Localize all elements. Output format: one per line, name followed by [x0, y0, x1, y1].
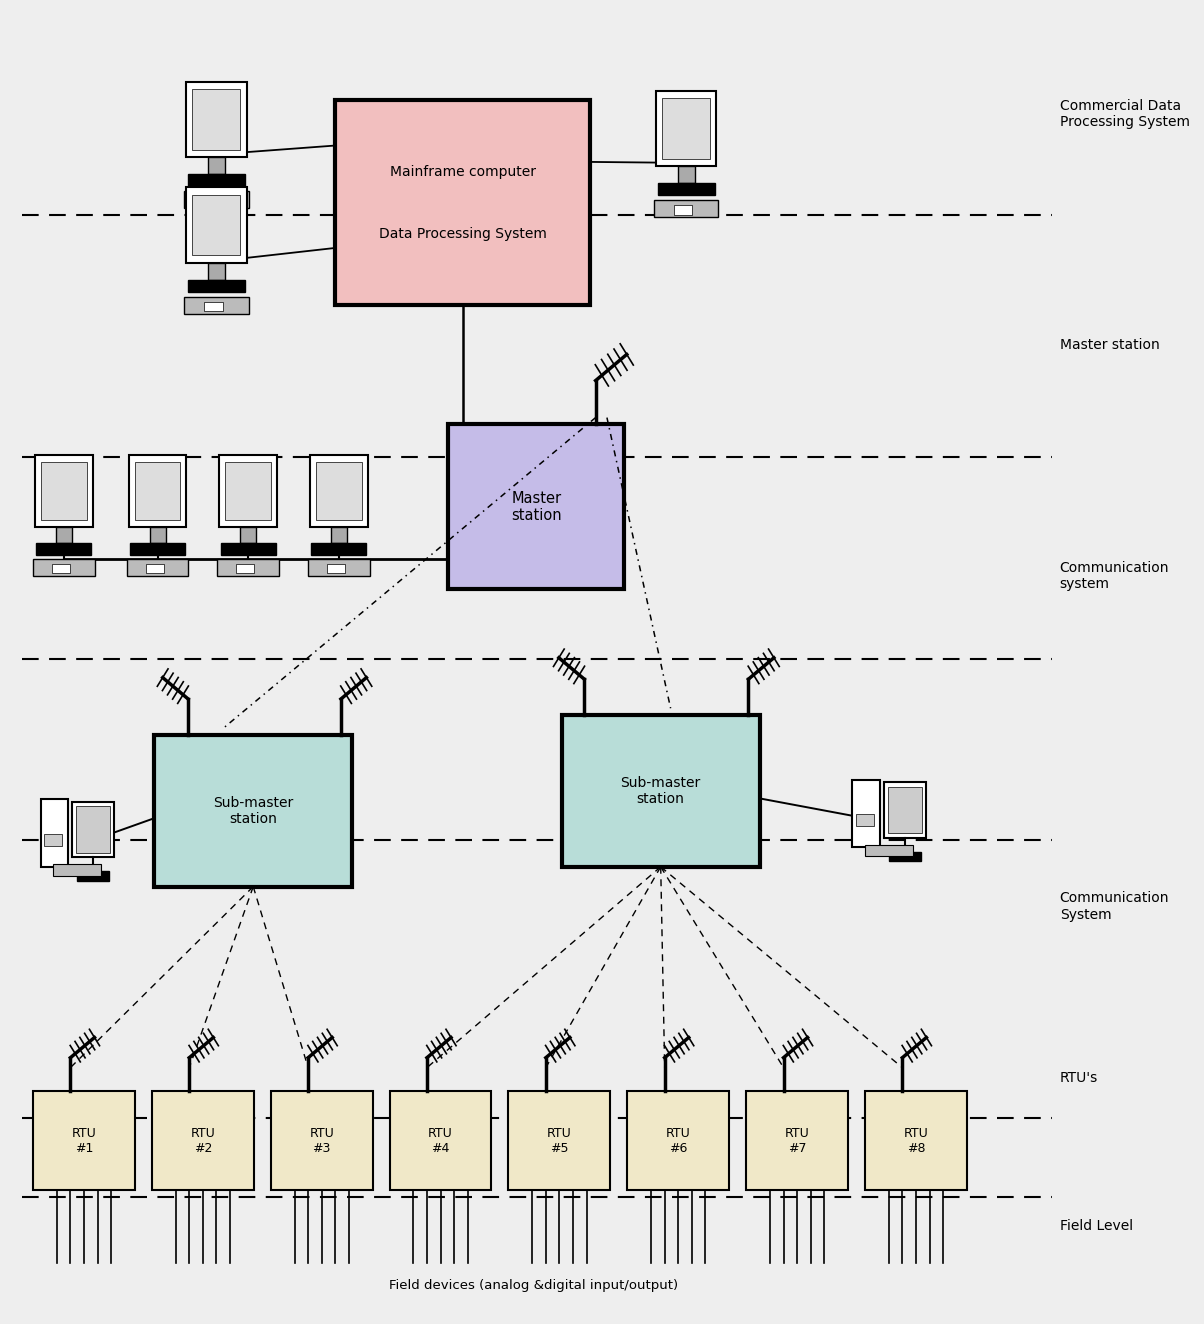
Bar [35, 454, 93, 527]
Bar [656, 91, 716, 167]
Bar [884, 782, 926, 838]
Text: RTU
#6: RTU #6 [666, 1127, 691, 1155]
Bar [184, 191, 249, 208]
Text: RTU
#2: RTU #2 [190, 1127, 216, 1155]
Text: Sub-master
station: Sub-master station [620, 776, 701, 806]
Text: RTU
#5: RTU #5 [547, 1127, 572, 1155]
Bar [335, 101, 590, 306]
Bar [130, 543, 185, 555]
Bar [129, 454, 187, 527]
Text: RTU
#7: RTU #7 [785, 1127, 809, 1155]
Bar [309, 454, 367, 527]
Text: Communication
system: Communication system [1060, 561, 1169, 592]
Bar [203, 196, 223, 205]
Bar [203, 302, 223, 311]
Bar [326, 564, 344, 573]
Bar [152, 1091, 254, 1190]
Text: RTU
#8: RTU #8 [903, 1127, 928, 1155]
Bar [654, 200, 719, 217]
Bar [135, 462, 181, 520]
Bar [852, 780, 880, 847]
Bar [184, 297, 249, 314]
Text: Data Processing System: Data Processing System [379, 226, 547, 241]
Text: Commercial Data
Processing System: Commercial Data Processing System [1060, 98, 1190, 128]
Bar [154, 735, 353, 887]
Text: Master station: Master station [1060, 338, 1159, 352]
Bar [220, 543, 276, 555]
Bar [225, 462, 271, 520]
Bar [45, 834, 63, 846]
Bar [149, 527, 166, 543]
Bar [187, 187, 247, 262]
Text: Communication
System: Communication System [1060, 891, 1169, 922]
Bar [448, 424, 624, 589]
Bar [208, 158, 225, 173]
Bar [193, 89, 241, 150]
Bar [41, 462, 87, 520]
Bar [208, 262, 225, 279]
Bar [271, 1091, 373, 1190]
Bar [33, 1091, 135, 1190]
Bar [508, 1091, 610, 1190]
Bar [146, 564, 164, 573]
Bar [188, 173, 246, 187]
Text: RTU
#4: RTU #4 [429, 1127, 453, 1155]
Text: Sub-master
station: Sub-master station [213, 796, 294, 826]
Bar [187, 82, 247, 158]
Bar [77, 871, 110, 880]
Text: RTU
#1: RTU #1 [72, 1127, 96, 1155]
Bar [219, 454, 277, 527]
Bar [674, 205, 692, 214]
Bar [236, 564, 254, 573]
Text: Field Level: Field Level [1060, 1219, 1133, 1233]
Bar [864, 1091, 967, 1190]
Text: RTU
#3: RTU #3 [309, 1127, 334, 1155]
Bar [856, 814, 874, 826]
Bar [193, 195, 241, 256]
Text: RTU's: RTU's [1060, 1071, 1098, 1086]
Bar [678, 167, 695, 183]
Text: Field devices (analog &digital input/output): Field devices (analog &digital input/out… [389, 1279, 678, 1292]
Text: Master
station: Master station [510, 491, 561, 523]
Bar [887, 786, 922, 833]
Text: Mainframe computer: Mainframe computer [390, 166, 536, 179]
Bar [864, 845, 913, 857]
Bar [52, 564, 70, 573]
Bar [217, 559, 279, 576]
Bar [76, 806, 111, 853]
Bar [746, 1091, 848, 1190]
Bar [33, 559, 95, 576]
Bar [126, 559, 189, 576]
Bar [657, 183, 715, 196]
Bar [53, 865, 101, 876]
Bar [315, 462, 361, 520]
Bar [331, 527, 347, 543]
Bar [662, 98, 710, 159]
Bar [889, 851, 921, 861]
Bar [308, 559, 370, 576]
Bar [240, 527, 256, 543]
Bar [562, 715, 760, 867]
Bar [312, 543, 366, 555]
Bar [627, 1091, 730, 1190]
Bar [188, 279, 246, 291]
Bar [72, 801, 114, 858]
Bar [41, 800, 69, 867]
Bar [390, 1091, 491, 1190]
Bar [36, 543, 92, 555]
Bar [55, 527, 71, 543]
